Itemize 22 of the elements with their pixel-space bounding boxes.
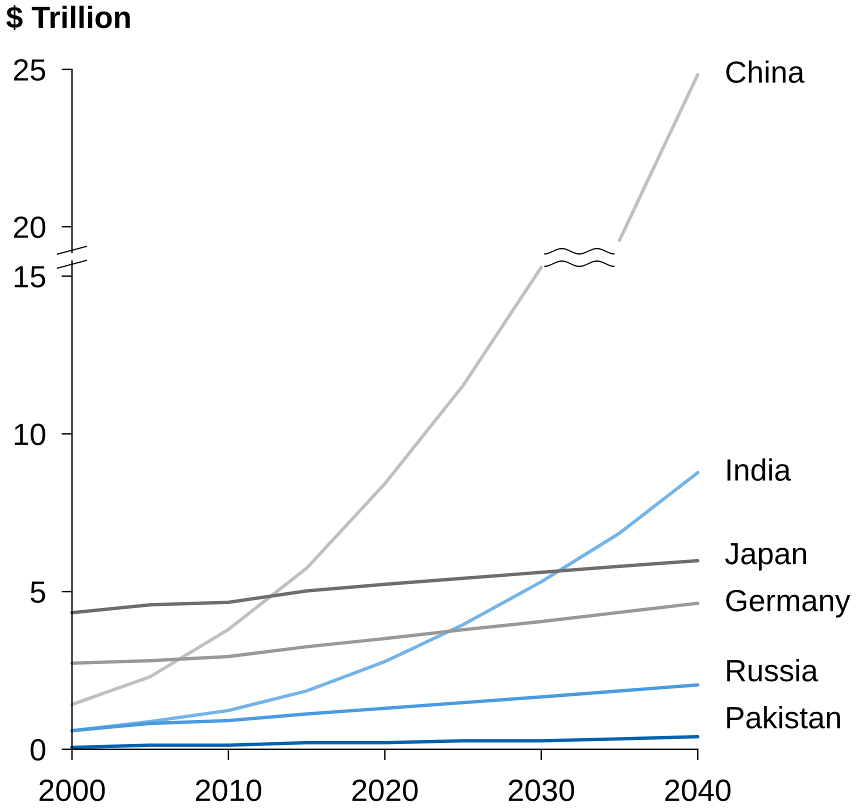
y-tick-label: 25 bbox=[14, 59, 46, 81]
line-series bbox=[70, 683, 700, 732]
y-tick-label: 5 bbox=[30, 582, 46, 603]
y-axis-title: $ Trillion bbox=[6, 5, 130, 30]
series-label: Germany bbox=[726, 590, 850, 618]
x-tick-label: 2000 bbox=[40, 780, 105, 802]
series-label: Pakistan bbox=[727, 706, 840, 728]
series-label: China bbox=[726, 60, 805, 83]
series-label: India bbox=[728, 458, 791, 481]
series-label: Russia bbox=[727, 659, 818, 682]
y-tick-label: 10 bbox=[14, 424, 46, 446]
line-series bbox=[70, 558, 700, 614]
line-series bbox=[70, 602, 700, 665]
y-tick-label: 0 bbox=[30, 739, 46, 761]
x-tick-label: 2010 bbox=[196, 780, 262, 802]
y-tick-label: 15 bbox=[14, 266, 46, 288]
series-label: Japan bbox=[725, 543, 806, 570]
line-series bbox=[70, 266, 543, 706]
x-tick-label: 2030 bbox=[508, 780, 574, 802]
x-tick-label: 2020 bbox=[352, 780, 418, 802]
y-tick-label: 20 bbox=[14, 216, 46, 238]
x-tick-label: 2040 bbox=[665, 780, 730, 802]
